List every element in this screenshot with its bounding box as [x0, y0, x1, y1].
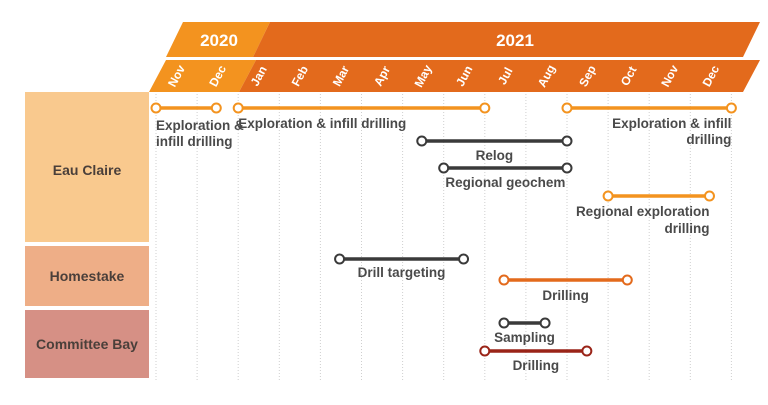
task-label: infill drilling [156, 134, 233, 149]
task-bar: Drill targeting [334, 253, 470, 280]
task-start-marker [416, 135, 428, 147]
task-start-marker [232, 102, 244, 114]
task-label: Relog [476, 148, 514, 163]
task-start-marker [498, 317, 510, 329]
month-header [149, 60, 760, 92]
task-bar: Drilling [479, 345, 593, 373]
task-bar: Exploration & infill drilling [232, 102, 491, 131]
task-end-marker [581, 345, 593, 357]
task-bars: Exploration &infill drillingExploration … [150, 102, 737, 373]
category-block-eau-claire [25, 92, 149, 242]
task-bar: Exploration &infill drilling [150, 102, 244, 149]
category-label-committee-bay: Committee Bay [36, 336, 138, 352]
task-label: Exploration & infill [612, 116, 731, 131]
task-bar: Sampling [494, 317, 555, 345]
year-header: 2020 2021 [166, 22, 760, 57]
category-label-eau-claire: Eau Claire [53, 162, 122, 178]
task-bar: Regional exploration drilling [576, 190, 715, 236]
task-label: Drilling [513, 358, 560, 373]
month-band-2020 [149, 60, 256, 92]
task-label: drilling [664, 221, 709, 236]
task-end-marker [621, 274, 633, 286]
task-label: Drill targeting [358, 265, 446, 280]
task-start-marker [602, 190, 614, 202]
category-block-committee-bay [25, 310, 149, 378]
year-band-2021 [253, 22, 760, 57]
task-bar: Relog [416, 135, 573, 163]
task-label: Exploration & [156, 118, 244, 133]
month-grid [155, 94, 732, 380]
task-start-marker [561, 102, 573, 114]
category-label-homestake: Homestake [50, 268, 125, 284]
category-column: Eau Claire Homestake Committee Bay [25, 92, 149, 378]
task-end-marker [458, 253, 470, 265]
task-label: Exploration & infill drilling [238, 116, 406, 131]
task-start-marker [438, 162, 450, 174]
task-start-marker [498, 274, 510, 286]
year-label-2021: 2021 [496, 31, 534, 50]
task-label: Regional geochem [445, 175, 565, 190]
task-label: Drilling [542, 288, 589, 303]
task-end-marker [561, 162, 573, 174]
task-end-marker [703, 190, 715, 202]
task-end-marker [539, 317, 551, 329]
month-band-2021 [239, 60, 760, 92]
task-label: Sampling [494, 330, 555, 345]
year-band-2020 [166, 22, 270, 57]
task-bar: Drilling [498, 274, 633, 303]
year-label-2020: 2020 [200, 31, 238, 50]
task-end-marker [725, 102, 737, 114]
task-start-marker [334, 253, 346, 265]
task-end-marker [561, 135, 573, 147]
task-start-marker [150, 102, 162, 114]
task-bar: Regional geochem [438, 162, 573, 190]
category-block-homestake [25, 246, 149, 306]
task-start-marker [479, 345, 491, 357]
task-label: drilling [686, 132, 731, 147]
task-end-marker [479, 102, 491, 114]
task-end-marker [210, 102, 222, 114]
task-label: Regional exploration [576, 204, 710, 219]
